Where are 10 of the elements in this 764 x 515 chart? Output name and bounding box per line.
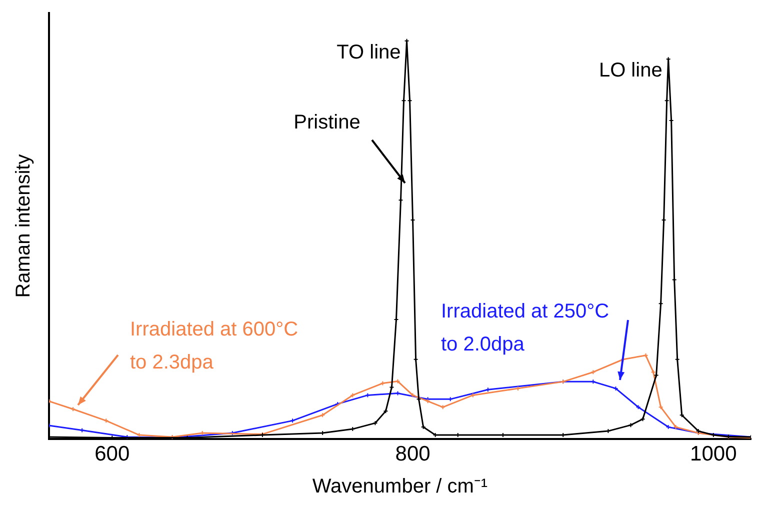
x-tick-label: 1000 [690,442,737,466]
annotation: LO line [598,60,662,82]
annotation: TO line [336,41,401,64]
y-axis-title: Raman intensity [12,154,35,298]
x-tick-label: 600 [94,442,130,466]
x-axis-title: Wavenumber / cm⁻¹ [312,476,488,498]
text: Irradiated at 600°C to 2.3dpa [130,318,298,374]
series-label: Irradiated at 250°C to 2.0dpa [441,300,610,356]
x-tick-label: 800 [395,442,430,466]
text: Pristine [294,112,360,134]
